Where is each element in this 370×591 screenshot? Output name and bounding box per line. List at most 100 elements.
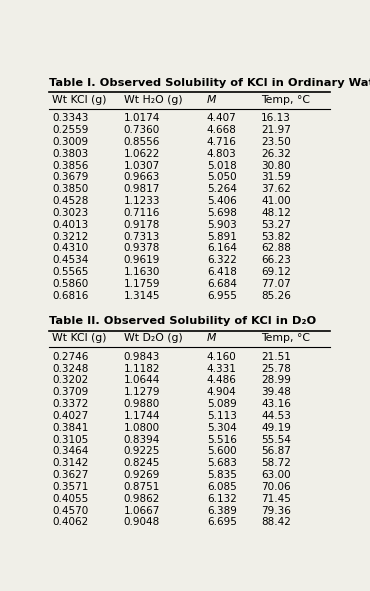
Text: 0.9269: 0.9269 bbox=[124, 470, 160, 480]
Text: 0.5860: 0.5860 bbox=[52, 279, 88, 289]
Text: 0.4534: 0.4534 bbox=[52, 255, 88, 265]
Text: 6.695: 6.695 bbox=[207, 517, 237, 527]
Text: 21.97: 21.97 bbox=[261, 125, 291, 135]
Text: 0.8394: 0.8394 bbox=[124, 434, 160, 444]
Text: Table I. Observed Solubility of KCl in Ordinary Water: Table I. Observed Solubility of KCl in O… bbox=[49, 78, 370, 87]
Text: 6.418: 6.418 bbox=[207, 267, 237, 277]
Text: 1.1759: 1.1759 bbox=[124, 279, 160, 289]
Text: M: M bbox=[207, 333, 216, 343]
Text: 6.955: 6.955 bbox=[207, 291, 237, 301]
Text: 0.4570: 0.4570 bbox=[52, 505, 88, 515]
Text: Wt KCl (g): Wt KCl (g) bbox=[52, 333, 107, 343]
Text: 49.19: 49.19 bbox=[261, 423, 291, 433]
Text: 48.12: 48.12 bbox=[261, 208, 291, 218]
Text: 0.7360: 0.7360 bbox=[124, 125, 160, 135]
Text: 0.9048: 0.9048 bbox=[124, 517, 160, 527]
Text: 0.7116: 0.7116 bbox=[124, 208, 160, 218]
Text: Temp, °C: Temp, °C bbox=[261, 95, 310, 105]
Text: Wt D₂O (g): Wt D₂O (g) bbox=[124, 333, 182, 343]
Text: 0.3856: 0.3856 bbox=[52, 161, 88, 171]
Text: 1.0174: 1.0174 bbox=[124, 113, 160, 124]
Text: 5.406: 5.406 bbox=[207, 196, 236, 206]
Text: 66.23: 66.23 bbox=[261, 255, 291, 265]
Text: 4.803: 4.803 bbox=[207, 149, 236, 159]
Text: 62.88: 62.88 bbox=[261, 243, 291, 254]
Text: 85.26: 85.26 bbox=[261, 291, 291, 301]
Text: 1.3145: 1.3145 bbox=[124, 291, 160, 301]
Text: 44.53: 44.53 bbox=[261, 411, 291, 421]
Text: 31.59: 31.59 bbox=[261, 173, 291, 183]
Text: 0.9225: 0.9225 bbox=[124, 446, 160, 456]
Text: 5.683: 5.683 bbox=[207, 458, 237, 468]
Text: 1.0644: 1.0644 bbox=[124, 375, 160, 385]
Text: 0.9843: 0.9843 bbox=[124, 352, 160, 362]
Text: 5.891: 5.891 bbox=[207, 232, 237, 242]
Text: 58.72: 58.72 bbox=[261, 458, 291, 468]
Text: 21.51: 21.51 bbox=[261, 352, 291, 362]
Text: 41.00: 41.00 bbox=[261, 196, 291, 206]
Text: 6.164: 6.164 bbox=[207, 243, 237, 254]
Text: 0.4062: 0.4062 bbox=[52, 517, 88, 527]
Text: Wt H₂O (g): Wt H₂O (g) bbox=[124, 95, 182, 105]
Text: Temp, °C: Temp, °C bbox=[261, 333, 310, 343]
Text: 0.3571: 0.3571 bbox=[52, 482, 88, 492]
Text: 0.8245: 0.8245 bbox=[124, 458, 160, 468]
Text: 0.3202: 0.3202 bbox=[52, 375, 88, 385]
Text: 63.00: 63.00 bbox=[261, 470, 291, 480]
Text: 53.82: 53.82 bbox=[261, 232, 291, 242]
Text: 56.87: 56.87 bbox=[261, 446, 291, 456]
Text: 0.3627: 0.3627 bbox=[52, 470, 88, 480]
Text: 5.835: 5.835 bbox=[207, 470, 237, 480]
Text: 0.5565: 0.5565 bbox=[52, 267, 88, 277]
Text: 5.600: 5.600 bbox=[207, 446, 236, 456]
Text: 1.0800: 1.0800 bbox=[124, 423, 160, 433]
Text: 0.3803: 0.3803 bbox=[52, 149, 88, 159]
Text: 79.36: 79.36 bbox=[261, 505, 291, 515]
Text: 0.3841: 0.3841 bbox=[52, 423, 88, 433]
Text: 16.13: 16.13 bbox=[261, 113, 291, 124]
Text: 0.9663: 0.9663 bbox=[124, 173, 160, 183]
Text: 1.1630: 1.1630 bbox=[124, 267, 160, 277]
Text: 5.304: 5.304 bbox=[207, 423, 236, 433]
Text: 0.9880: 0.9880 bbox=[124, 399, 160, 409]
Text: 4.486: 4.486 bbox=[207, 375, 237, 385]
Text: 0.8556: 0.8556 bbox=[124, 137, 160, 147]
Text: 77.07: 77.07 bbox=[261, 279, 291, 289]
Text: 30.80: 30.80 bbox=[261, 161, 291, 171]
Text: 4.716: 4.716 bbox=[207, 137, 237, 147]
Text: 5.516: 5.516 bbox=[207, 434, 237, 444]
Text: 4.668: 4.668 bbox=[207, 125, 237, 135]
Text: 0.7313: 0.7313 bbox=[124, 232, 160, 242]
Text: 5.050: 5.050 bbox=[207, 173, 236, 183]
Text: 0.3248: 0.3248 bbox=[52, 363, 88, 374]
Text: M: M bbox=[207, 95, 216, 105]
Text: 0.9378: 0.9378 bbox=[124, 243, 160, 254]
Text: 5.089: 5.089 bbox=[207, 399, 236, 409]
Text: 6.085: 6.085 bbox=[207, 482, 236, 492]
Text: Table II. Observed Solubility of KCl in D₂O: Table II. Observed Solubility of KCl in … bbox=[49, 316, 316, 326]
Text: 43.16: 43.16 bbox=[261, 399, 291, 409]
Text: 0.4027: 0.4027 bbox=[52, 411, 88, 421]
Text: 5.113: 5.113 bbox=[207, 411, 237, 421]
Text: 0.9817: 0.9817 bbox=[124, 184, 160, 194]
Text: 5.264: 5.264 bbox=[207, 184, 237, 194]
Text: 5.018: 5.018 bbox=[207, 161, 236, 171]
Text: 0.2559: 0.2559 bbox=[52, 125, 88, 135]
Text: 0.3464: 0.3464 bbox=[52, 446, 88, 456]
Text: 55.54: 55.54 bbox=[261, 434, 291, 444]
Text: 4.331: 4.331 bbox=[207, 363, 237, 374]
Text: 0.3850: 0.3850 bbox=[52, 184, 88, 194]
Text: 26.32: 26.32 bbox=[261, 149, 291, 159]
Text: 0.8751: 0.8751 bbox=[124, 482, 160, 492]
Text: 0.3009: 0.3009 bbox=[52, 137, 88, 147]
Text: 71.45: 71.45 bbox=[261, 493, 291, 504]
Text: 0.9619: 0.9619 bbox=[124, 255, 160, 265]
Text: 88.42: 88.42 bbox=[261, 517, 291, 527]
Text: 0.4055: 0.4055 bbox=[52, 493, 88, 504]
Text: 1.1279: 1.1279 bbox=[124, 387, 160, 397]
Text: 69.12: 69.12 bbox=[261, 267, 291, 277]
Text: 0.3709: 0.3709 bbox=[52, 387, 88, 397]
Text: 1.0307: 1.0307 bbox=[124, 161, 160, 171]
Text: 0.2746: 0.2746 bbox=[52, 352, 88, 362]
Text: 0.4528: 0.4528 bbox=[52, 196, 88, 206]
